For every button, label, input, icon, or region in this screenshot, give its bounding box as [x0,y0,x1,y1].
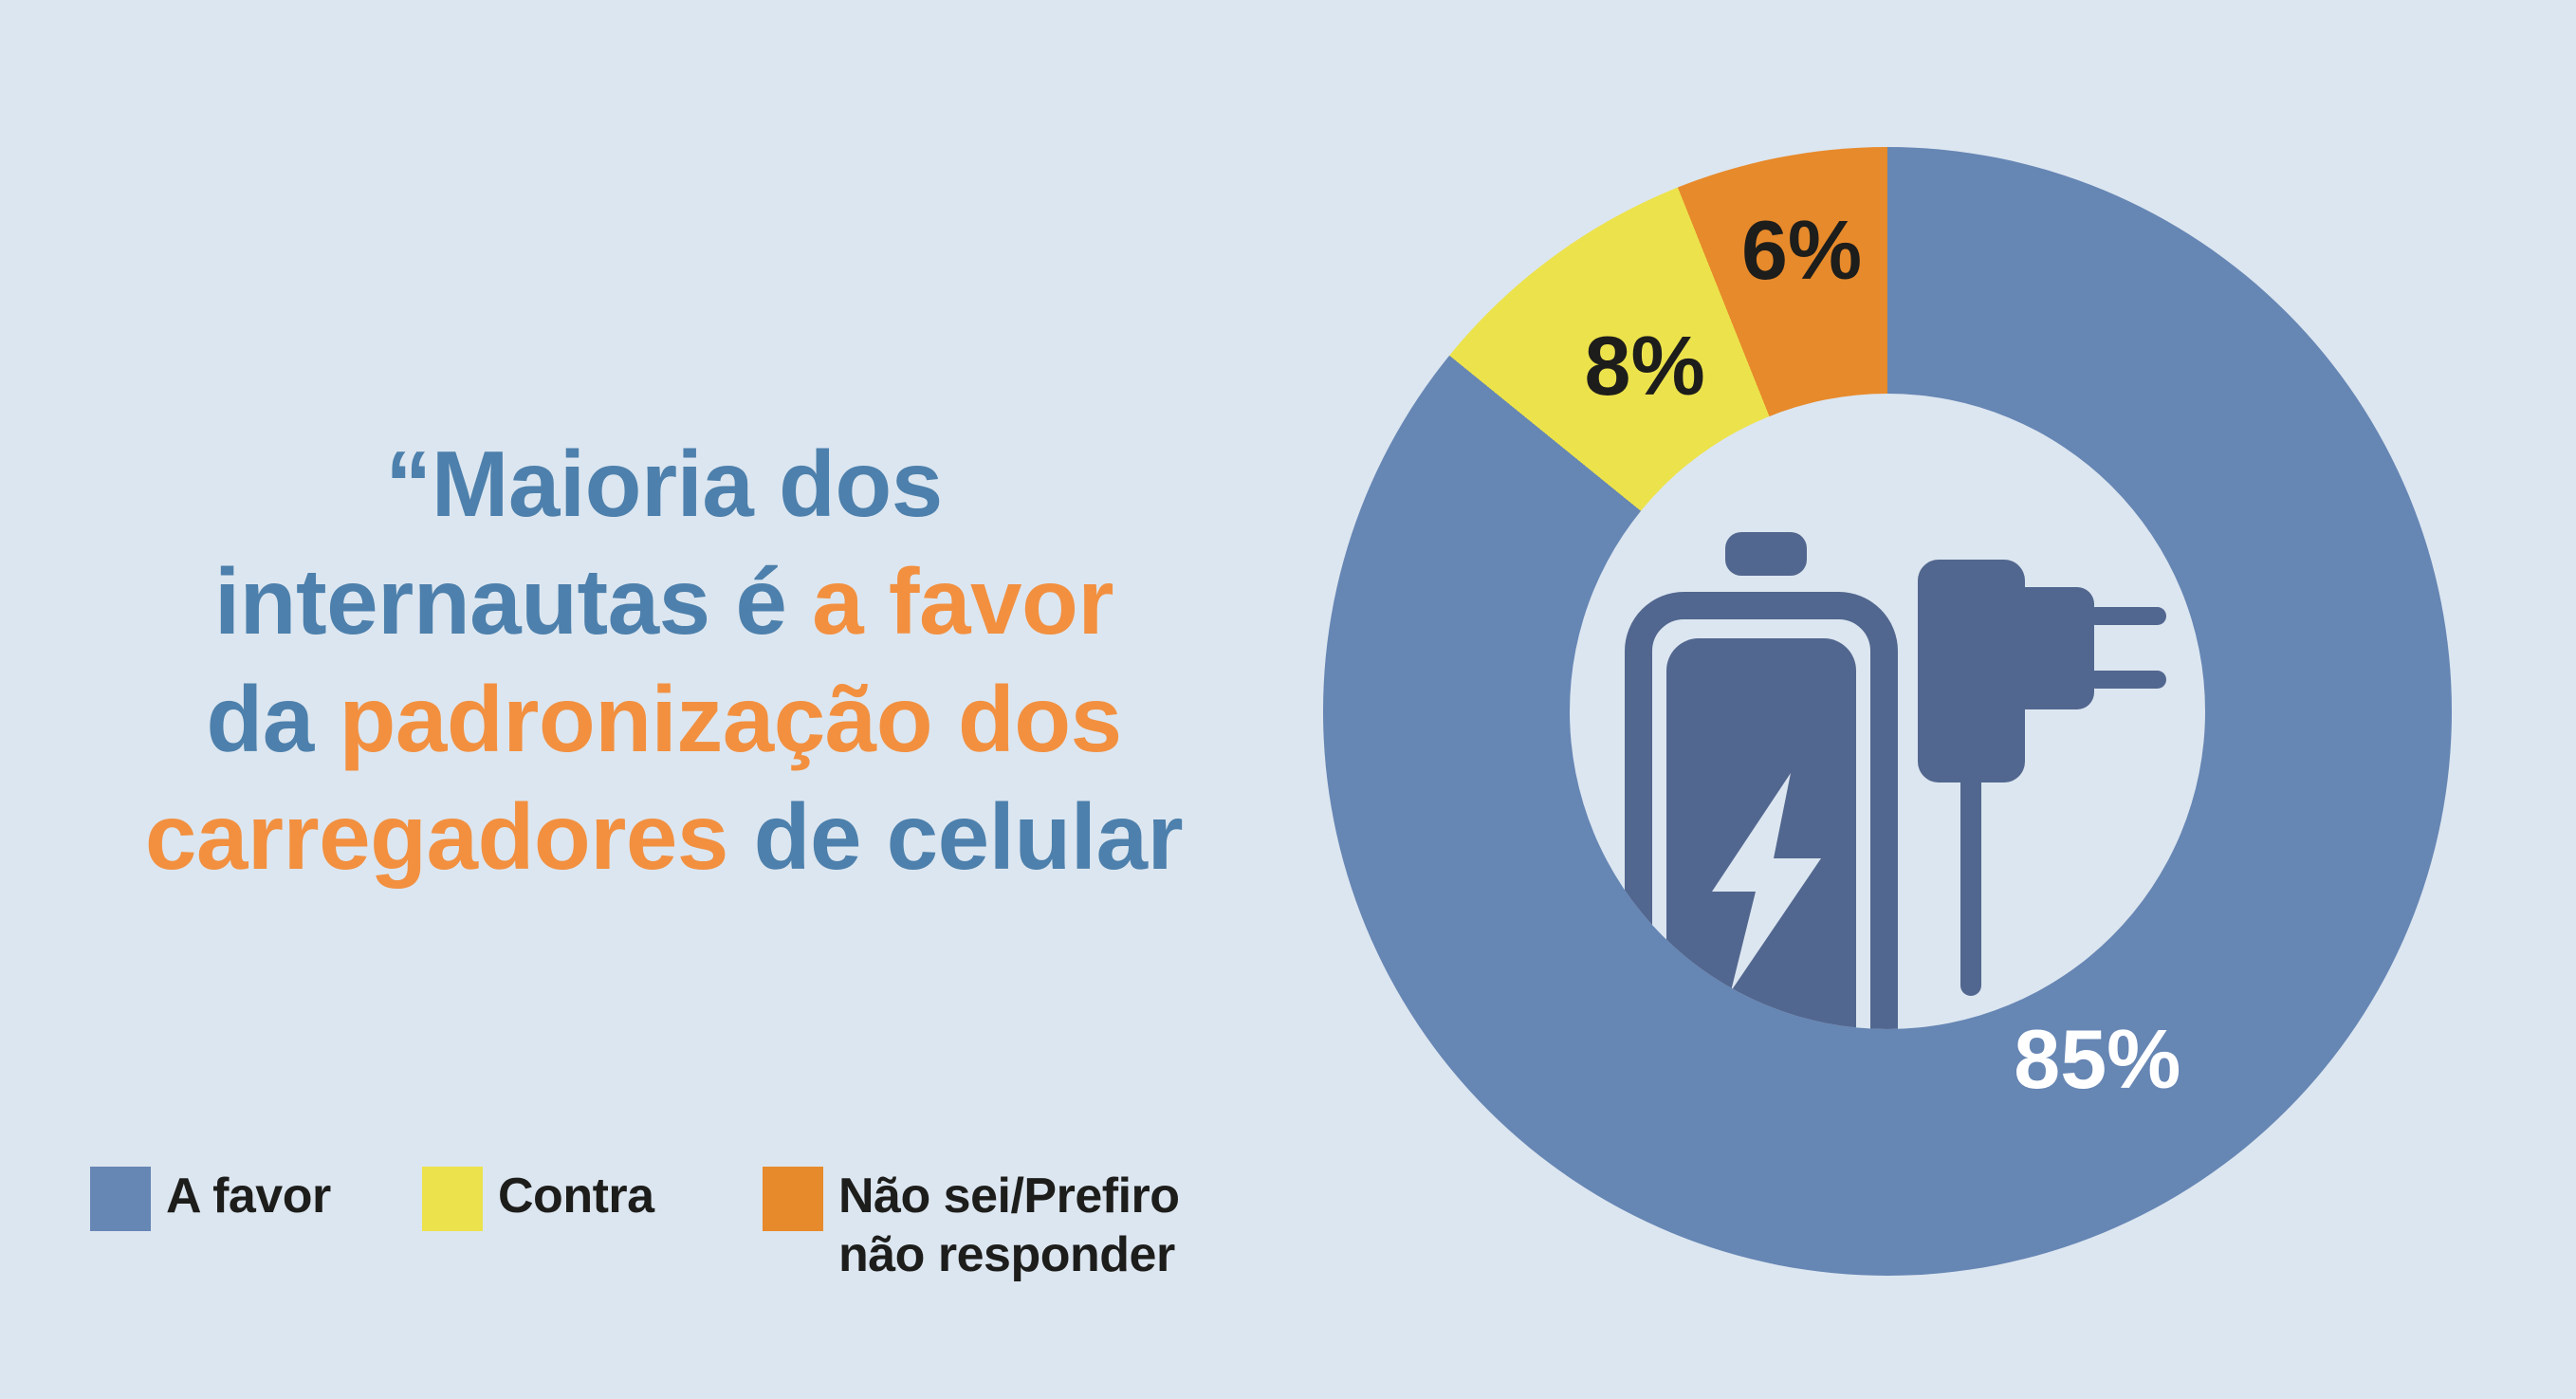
battery-icon [1625,532,1898,1029]
legend-item: Não sei/Prefiro não responder [763,1167,1180,1284]
title-segment: “Maioria dos [385,432,943,536]
title-segment: padronização dos [339,667,1122,771]
title-segment: da [206,667,340,771]
slice-label-a-favor: 85% [2014,1011,2181,1106]
legend-label: Não sei/Prefiro não responder [838,1169,1180,1282]
title-line: carregadores de celular [38,778,1290,895]
battery-charging-icon [1625,532,2166,1029]
legend-label: Contra [498,1169,654,1224]
legend-item: Contra [422,1167,654,1231]
lightning-bolt-icon [1712,773,1821,991]
title-segment: de celular [727,784,1184,889]
title-line: “Maioria dos [38,425,1290,543]
title-segment: internautas é [213,549,813,653]
legend-swatch [422,1167,483,1231]
slice-label-contra: 8% [1584,318,1705,413]
slice-label-nao-sei: 6% [1740,203,1863,298]
title-line: da padronização dos [38,660,1290,778]
legend-swatch [90,1167,151,1231]
legend-item: A favor [90,1167,331,1231]
title-line: internautas é a favor [38,543,1290,660]
charger-plug-icon [1918,560,2166,996]
plug-prong-bottom [2087,671,2166,689]
donut-hole [1570,394,2205,1029]
title-segment: carregadores [144,784,729,889]
title-segment: a favor [812,549,1114,653]
charger-cable [1960,764,1981,996]
donut-chart: 85% 8% 6% [1323,147,2452,1276]
legend-label: A favor [166,1169,331,1224]
legend-swatch [763,1167,823,1231]
plug-prong-top [2087,607,2166,625]
chart-title: “Maioria dos internautas é a favor da padr… [38,425,1290,895]
